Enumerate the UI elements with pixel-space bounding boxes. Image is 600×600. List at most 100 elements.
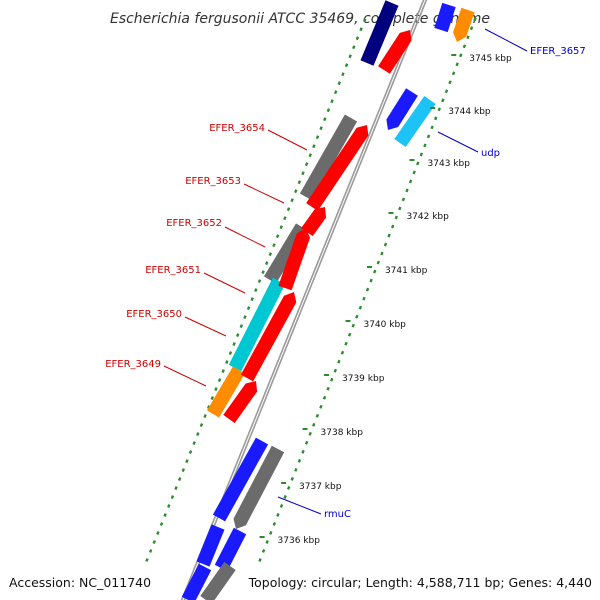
kbp-tick-label: 3739 kbp [342,374,385,384]
tick-dot-right [294,467,298,472]
tick-dot-right [330,377,334,382]
tick-dot-left [362,18,367,23]
tick-dot-right [376,260,381,265]
gene-feature-red [301,207,326,237]
tick-dot-right [290,476,294,481]
tick-dot-left [359,27,363,32]
gene-label: EFER_3649 [105,359,161,370]
tick-dot-left [145,558,149,562]
gene-label-leader-line [267,129,308,151]
tick-dot-right [398,206,402,211]
tick-dot-right [469,26,474,31]
tick-dot-right [405,188,409,193]
gene-features [181,0,475,600]
tick-dot-right [459,53,463,58]
topology-summary-text: Topology: circular; Length: 4,588,711 bp… [248,575,592,590]
tick-dot-left [308,153,312,158]
tick-dot-left [326,108,331,113]
tick-dot-left [319,126,323,131]
kbp-ticks: 3736 kbp 3737 kbp 3738 kbp 3739 kbp 3740 kbp… [259,54,512,546]
tick-dot-right [297,458,302,463]
tick-dot-right [390,224,395,229]
tick-dot-right [269,531,273,535]
tick-dot-left [246,306,251,311]
tick-dot-left [355,36,360,41]
tick-dot-left [312,144,316,149]
tick-dot-right [358,305,363,310]
tick-dot-right [401,197,406,202]
tick-dot-right [272,522,277,526]
tick-dot-left [341,72,345,77]
tick-dot-left [228,351,233,356]
tick-dot-left [203,414,207,418]
gene-feature-red [306,125,369,211]
tick-dot-right [261,549,266,553]
tick-dot-left [206,405,211,410]
tick-dot-left [159,522,164,526]
tick-dot-right [419,152,424,157]
tick-dot-right [473,17,477,22]
accession-text: Accession: NC_011740 [9,575,151,590]
gene-label: EFER_3654 [209,123,265,134]
tick-dot-right [312,422,316,427]
tick-dot-left [272,243,276,248]
tick-dot-left [181,468,185,472]
tick-dot-right [387,233,391,238]
tick-dot-right [286,485,291,490]
tick-dot-left [199,423,204,427]
tick-dot-right [444,89,449,94]
tick-dot-right [333,368,338,373]
gene-feature-red [278,228,310,291]
tick-dot-left [235,333,240,338]
tick-dot-left [239,324,244,329]
gene-label-leader-line [163,365,207,387]
tick-dot-left [148,549,153,553]
gene-label-leader-line [184,316,227,337]
tick-dot-left [301,171,305,176]
tick-dot-left [156,531,160,535]
tick-dot-right [426,134,431,139]
tick-dot-left [333,90,338,95]
gene-label: EFER_3653 [185,176,241,187]
tick-dot-right [383,242,388,247]
tick-dot-right [448,80,452,85]
gene-label: EFER_3650 [126,309,182,320]
gene-feature-blue [212,437,269,522]
gene-label: EFER_3651 [145,265,201,276]
tick-dot-right [369,278,373,283]
tick-dot-right [437,107,441,112]
tick-dot-left [315,135,320,140]
genome-title: Escherichia fergusonii ATCC 35469, compl… [110,11,490,27]
tick-dot-right [416,161,420,166]
gene-feature-red [223,381,258,424]
tick-dot-right [451,71,456,76]
gene-feature-red [240,292,297,382]
tick-dot-left [243,315,247,320]
tick-dot-right [430,125,434,130]
tick-dot-left [214,387,218,392]
kbp-tick-label: 3740 kbp [363,320,406,330]
tick-dot-left [210,396,215,401]
gene-feature-orange-top [453,7,475,42]
tick-dot-right [423,143,427,148]
tick-dot-right [322,395,327,400]
gene-label-leader-line [243,183,285,204]
tick-dot-right [412,170,416,175]
tick-dot-left [177,477,182,481]
tick-dot-left [257,279,262,284]
gene-feature-blue [214,527,247,572]
gene-label: rmuC [324,509,351,520]
tick-dot-left [352,45,356,50]
tick-dot-left [188,450,193,454]
tick-dot-left [261,270,265,275]
tick-dot-left [225,360,229,365]
tick-dot-left [344,63,349,68]
tick-dot-tracks [145,17,477,562]
gene-feature-cyan [228,277,286,372]
tick-dot-right [433,116,438,121]
kbp-tick-label: 3736 kbp [278,536,321,546]
tick-dot-left [304,162,309,167]
tick-dot-left [217,378,222,383]
tick-dot-left [163,513,167,517]
